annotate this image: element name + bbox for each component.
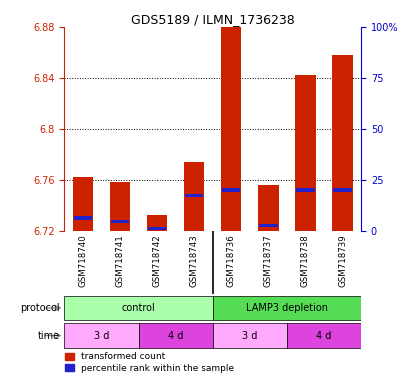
Bar — [296, 189, 315, 192]
Bar — [185, 194, 203, 197]
Text: 4 d: 4 d — [316, 331, 332, 341]
Bar — [332, 55, 353, 231]
Bar — [74, 217, 92, 220]
Bar — [213, 323, 287, 348]
Text: control: control — [122, 303, 155, 313]
Text: GSM718736: GSM718736 — [227, 234, 236, 287]
Bar — [213, 296, 361, 320]
Bar — [259, 224, 278, 227]
Text: 4 d: 4 d — [168, 331, 183, 341]
Bar — [287, 323, 361, 348]
Legend: transformed count, percentile rank within the sample: transformed count, percentile rank withi… — [65, 352, 234, 373]
Text: GSM718738: GSM718738 — [301, 234, 310, 287]
Text: GSM718742: GSM718742 — [153, 234, 161, 287]
Text: LAMP3 depletion: LAMP3 depletion — [246, 303, 328, 313]
Bar — [295, 75, 316, 231]
Text: GSM718739: GSM718739 — [338, 234, 347, 286]
Text: GSM718743: GSM718743 — [190, 234, 199, 287]
Bar — [139, 323, 213, 348]
Bar — [258, 185, 278, 231]
Bar — [221, 24, 242, 231]
Text: protocol: protocol — [21, 303, 60, 313]
Bar — [333, 189, 352, 192]
Title: GDS5189 / ILMN_1736238: GDS5189 / ILMN_1736238 — [131, 13, 295, 26]
Text: GSM718737: GSM718737 — [264, 234, 273, 287]
Text: GSM718740: GSM718740 — [78, 234, 88, 287]
Bar — [64, 323, 139, 348]
Bar — [73, 177, 93, 231]
Bar — [184, 162, 204, 231]
Bar — [111, 220, 129, 223]
Text: time: time — [38, 331, 60, 341]
Bar — [110, 182, 130, 231]
Text: 3 d: 3 d — [94, 331, 109, 341]
Bar — [147, 215, 167, 231]
Bar — [148, 227, 166, 230]
Text: 3 d: 3 d — [242, 331, 257, 341]
Bar — [64, 296, 213, 320]
Text: GSM718741: GSM718741 — [115, 234, 124, 287]
Bar — [222, 189, 240, 192]
